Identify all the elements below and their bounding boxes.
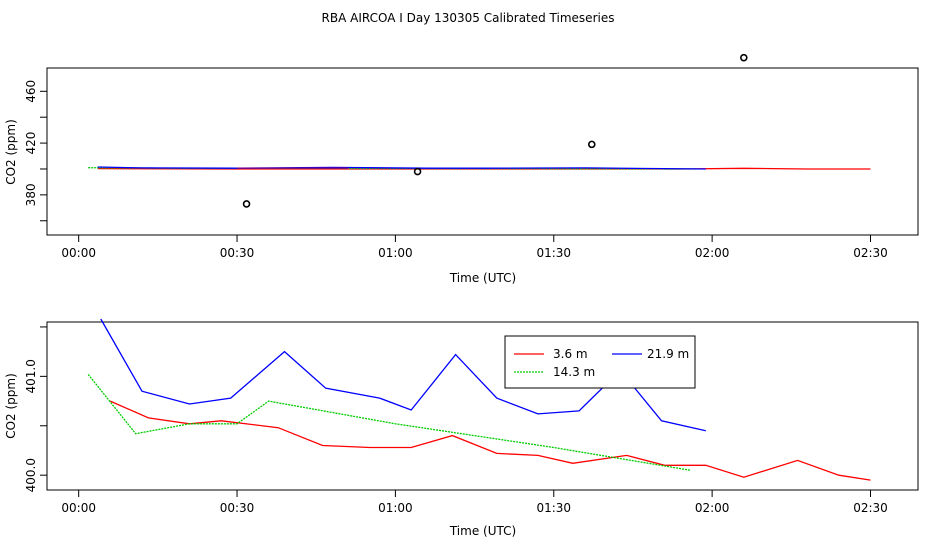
legend-label-21-9m: 21.9 m xyxy=(647,347,689,361)
chart-title: RBA AIRCOA I Day 130305 Calibrated Times… xyxy=(322,11,615,25)
legend-label-3-6m: 3.6 m xyxy=(553,347,588,361)
y-axis: 380 420 460 xyxy=(24,80,47,222)
data-point xyxy=(587,140,596,149)
x-tick-label: 00:30 xyxy=(220,246,255,260)
series-line-21-9-m xyxy=(97,166,706,170)
x-tick-label: 01:30 xyxy=(536,501,571,515)
x-axis: 00:00 00:30 01:00 01:30 02:00 02:30 xyxy=(61,490,888,515)
x-axis-label: Time (UTC) xyxy=(449,524,516,538)
points-layer xyxy=(242,53,748,208)
y-axis: 400.0 401.0 xyxy=(24,326,47,492)
y-tick-label: 460 xyxy=(24,80,38,103)
y-tick-label: 400.0 xyxy=(24,458,38,492)
legend-label-14-3m: 14.3 m xyxy=(553,365,595,379)
data-point xyxy=(242,200,251,208)
data-point xyxy=(413,167,422,176)
top-plot: 00:00 00:30 01:00 01:30 02:00 02:30 380 420 460… xyxy=(4,53,919,285)
series-layer xyxy=(88,166,871,170)
x-tick-label: 01:00 xyxy=(378,246,413,260)
series-line-3-6-m xyxy=(110,400,871,481)
x-tick-label: 02:00 xyxy=(695,501,730,515)
y-tick-label: 420 xyxy=(24,132,38,155)
legend-box xyxy=(504,335,696,389)
y-tick-label: 401.0 xyxy=(24,359,38,393)
x-tick-label: 00:00 xyxy=(61,246,96,260)
series-layer xyxy=(87,318,871,481)
x-tick-label: 01:30 xyxy=(536,246,571,260)
y-tick-label: 380 xyxy=(24,183,38,206)
x-tick-label: 00:00 xyxy=(61,501,96,515)
x-tick-label: 01:00 xyxy=(378,501,413,515)
plot-frame xyxy=(46,67,919,236)
x-axis: 00:00 00:30 01:00 01:30 02:00 02:30 xyxy=(61,235,888,260)
plot-frame xyxy=(46,321,919,491)
x-tick-label: 02:30 xyxy=(853,501,888,515)
x-tick-label: 02:30 xyxy=(853,246,888,260)
data-point xyxy=(739,53,748,62)
y-axis-label: CO2 (ppm) xyxy=(4,119,18,185)
x-tick-label: 02:00 xyxy=(695,246,730,260)
series-line-14-3-m xyxy=(87,373,691,471)
legend: 3.6 m 21.9 m 14.3 m xyxy=(504,335,696,389)
x-axis-label: Time (UTC) xyxy=(449,271,516,285)
x-tick-label: 00:30 xyxy=(220,501,255,515)
y-axis-label: CO2 (ppm) xyxy=(4,373,18,439)
bottom-plot: 00:00 00:30 01:00 01:30 02:00 02:30 400.0 401.… xyxy=(4,318,919,538)
